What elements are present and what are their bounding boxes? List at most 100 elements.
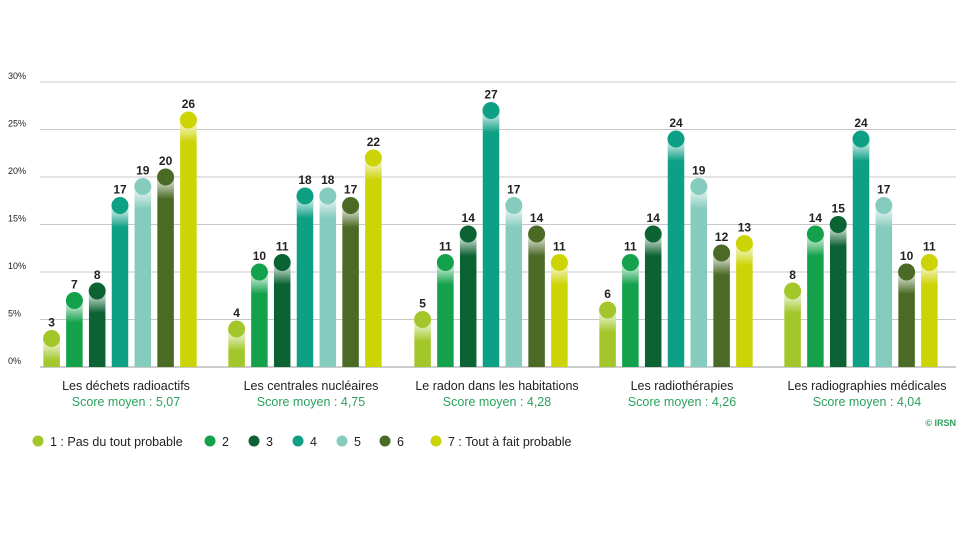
- legend-label: 2: [222, 435, 229, 449]
- bar-cap: [250, 263, 268, 281]
- bar: [111, 205, 129, 367]
- legend: 1 : Pas du tout probable 2 3 4 5 6 7 : Tout à …: [32, 435, 572, 449]
- bar: [365, 158, 382, 367]
- value-label: 3: [48, 316, 55, 330]
- value-label: 14: [462, 211, 476, 225]
- value-label: 14: [647, 211, 661, 225]
- legend-swatch: [204, 435, 216, 447]
- bar: [157, 177, 174, 367]
- bar: [898, 272, 915, 367]
- y-tick-label: 15%: [8, 214, 26, 224]
- y-axis: 0% 5% 10% 15% 20% 25% 30%: [8, 71, 26, 366]
- bar: [180, 120, 197, 367]
- bar-cap: [342, 197, 360, 214]
- y-tick-label: 10%: [8, 261, 26, 271]
- bar-cap: [806, 225, 824, 243]
- value-label: 5: [419, 297, 426, 311]
- bar: [273, 262, 291, 367]
- value-label: 8: [94, 268, 101, 282]
- value-label: 15: [832, 202, 846, 216]
- value-label: 11: [439, 240, 452, 254]
- bar: [296, 196, 314, 367]
- bar: [921, 262, 938, 367]
- bar-cap: [875, 197, 893, 214]
- bar-cap: [528, 225, 546, 243]
- legend-swatch: [32, 435, 44, 447]
- value-label: 27: [484, 88, 498, 102]
- bar-cap: [179, 111, 197, 129]
- legend-label: 6: [397, 435, 404, 449]
- bar: [251, 272, 268, 367]
- bar-cap: [599, 301, 617, 319]
- bar: [852, 139, 870, 367]
- bar-cap: [852, 130, 870, 148]
- bar-cap: [364, 149, 382, 167]
- bar-cap: [296, 187, 314, 205]
- score-label: Score moyen : 4,04: [813, 395, 921, 409]
- bar: [644, 234, 662, 367]
- bar: [342, 205, 359, 367]
- legend-label: 1 : Pas du tout probable: [50, 435, 183, 449]
- legend-swatch: [430, 435, 442, 447]
- value-label: 17: [113, 183, 127, 197]
- legend-swatch: [292, 435, 304, 447]
- value-label: 24: [854, 116, 868, 130]
- credit-label: © IRSN: [925, 418, 956, 428]
- bar-cap: [621, 254, 639, 271]
- bars: [43, 102, 938, 367]
- bar: [667, 139, 685, 367]
- legend-swatch: [248, 435, 260, 447]
- value-label: 22: [367, 135, 381, 149]
- bar: [528, 234, 545, 367]
- value-label: 10: [253, 249, 267, 263]
- bar-cap: [273, 254, 291, 271]
- bar-cap: [436, 254, 454, 271]
- bar-cap: [550, 254, 568, 271]
- bar-cap: [898, 263, 916, 281]
- bar-cap: [505, 197, 523, 214]
- value-label: 20: [159, 154, 173, 168]
- bar: [690, 186, 708, 367]
- bar: [875, 205, 893, 367]
- value-label: 17: [877, 183, 891, 197]
- value-label: 11: [624, 240, 637, 254]
- value-label: 26: [182, 97, 196, 111]
- bar: [551, 262, 568, 367]
- score-label: Score moyen : 5,07: [72, 395, 180, 409]
- bar-cap: [134, 178, 152, 195]
- category-label: Les radiographies médicales: [787, 379, 946, 393]
- bar-cap: [920, 254, 938, 271]
- bar-cap: [157, 168, 175, 186]
- y-tick-label: 20%: [8, 166, 26, 176]
- score-label: Score moyen : 4,75: [257, 395, 365, 409]
- value-label: 10: [900, 249, 914, 263]
- bar: [482, 110, 500, 367]
- value-labels: 3 7 8 17 19 20 26 4 10 11 18 18 17 22 5 11 14 27 17 14 11 6 11…: [48, 88, 936, 330]
- bar-cap: [228, 320, 246, 338]
- value-label: 19: [692, 164, 706, 178]
- value-label: 11: [553, 240, 566, 254]
- bar-cap: [65, 292, 83, 309]
- value-label: 11: [276, 240, 289, 254]
- bar: [459, 234, 477, 367]
- category-label: Le radon dans les habitations: [415, 379, 578, 393]
- value-label: 11: [923, 240, 936, 254]
- bar: [736, 243, 753, 367]
- value-label: 14: [530, 211, 544, 225]
- bar-cap: [667, 130, 685, 148]
- y-tick-label: 0%: [8, 356, 21, 366]
- value-label: 7: [71, 278, 78, 292]
- bar: [829, 224, 847, 367]
- legend-swatch: [379, 435, 391, 447]
- bar-cap: [459, 225, 477, 243]
- bar: [437, 262, 454, 367]
- bar: [505, 205, 523, 367]
- bar-cap: [319, 187, 337, 205]
- category-label: Les centrales nucléaires: [244, 379, 379, 393]
- bar: [134, 186, 152, 367]
- value-label: 19: [136, 164, 150, 178]
- legend-swatch: [336, 435, 348, 447]
- value-label: 17: [344, 183, 358, 197]
- bar-cap: [414, 311, 432, 328]
